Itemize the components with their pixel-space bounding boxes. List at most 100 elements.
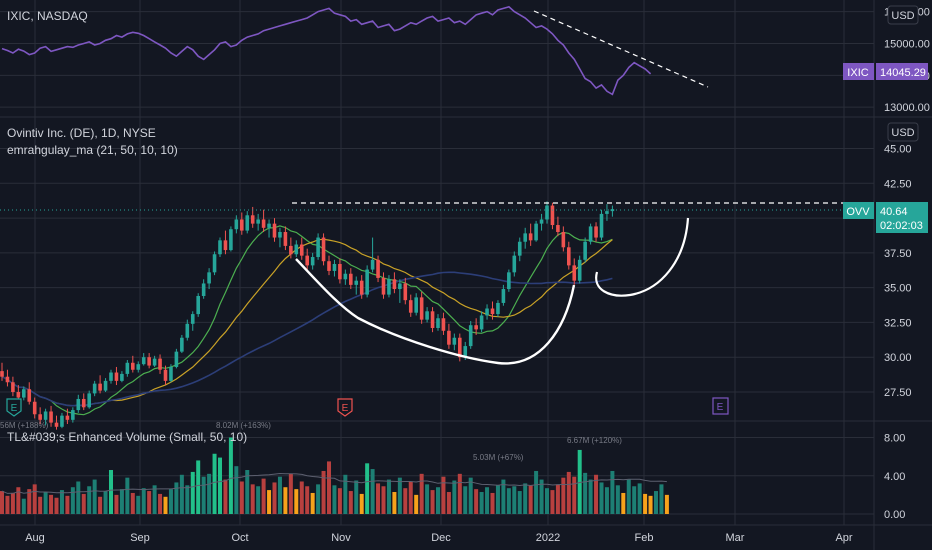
candle[interactable] [103, 378, 108, 392]
candle[interactable] [11, 376, 15, 397]
candle[interactable] [294, 240, 299, 258]
candle[interactable] [22, 386, 26, 401]
candle[interactable] [343, 269, 348, 285]
candle[interactable] [528, 223, 533, 246]
candle[interactable] [332, 259, 337, 277]
candle[interactable] [501, 284, 506, 306]
candle[interactable] [92, 380, 97, 397]
candle[interactable] [441, 312, 446, 335]
candle[interactable] [245, 211, 250, 234]
candle[interactable] [98, 375, 102, 394]
candle[interactable] [212, 251, 217, 276]
candle[interactable] [114, 366, 119, 386]
candle[interactable] [512, 251, 517, 277]
candle[interactable] [430, 307, 435, 333]
candle[interactable] [185, 319, 190, 341]
candle[interactable] [414, 293, 418, 316]
candle[interactable] [321, 233, 326, 266]
candle[interactable] [49, 405, 53, 427]
candle[interactable] [534, 220, 538, 242]
candle[interactable] [76, 394, 81, 413]
candle[interactable] [125, 359, 130, 377]
candle[interactable] [0, 362, 4, 381]
candle[interactable] [403, 277, 408, 305]
ixic-pane[interactable] [1, 5, 652, 96]
candle[interactable] [169, 364, 173, 383]
candle[interactable] [545, 201, 549, 224]
candle[interactable] [223, 230, 228, 255]
candle[interactable] [43, 408, 48, 426]
candle[interactable] [180, 334, 184, 354]
main-currency-button[interactable] [887, 122, 919, 142]
candle[interactable] [120, 371, 124, 383]
candle[interactable] [163, 365, 168, 386]
candle[interactable] [485, 304, 489, 320]
candle[interactable] [60, 412, 64, 429]
candle[interactable] [299, 237, 304, 260]
candle[interactable] [425, 307, 429, 323]
candle[interactable] [583, 237, 587, 263]
candle[interactable] [109, 369, 113, 384]
candle[interactable] [381, 272, 386, 299]
candle[interactable] [447, 323, 451, 349]
candle[interactable] [278, 227, 282, 248]
candle[interactable] [550, 202, 555, 230]
candle[interactable] [305, 248, 309, 270]
candle[interactable] [376, 255, 380, 283]
candle[interactable] [229, 226, 233, 252]
candle[interactable] [567, 241, 571, 270]
candle[interactable] [474, 318, 478, 335]
candle[interactable] [599, 209, 604, 241]
candle[interactable] [419, 291, 424, 324]
candle[interactable] [392, 272, 397, 294]
ixic-currency-button[interactable] [887, 5, 919, 25]
candle[interactable] [289, 237, 293, 259]
candle[interactable] [354, 276, 359, 295]
candle[interactable] [365, 265, 369, 298]
candle[interactable] [5, 369, 10, 387]
candle[interactable] [517, 237, 522, 262]
candle[interactable] [468, 321, 473, 349]
candle[interactable] [207, 268, 211, 290]
candle[interactable] [261, 209, 266, 232]
candle[interactable] [147, 353, 151, 369]
candle[interactable] [349, 268, 353, 290]
drawings-layer[interactable] [292, 10, 848, 365]
candle[interactable] [490, 301, 495, 320]
candlestick-layer[interactable] [0, 201, 615, 430]
candle[interactable] [71, 407, 75, 423]
volume-layer[interactable] [0, 437, 669, 515]
candle[interactable] [141, 353, 146, 366]
candle[interactable] [196, 293, 200, 317]
candle[interactable] [27, 382, 32, 405]
candle[interactable] [507, 269, 511, 292]
candle[interactable] [605, 204, 609, 221]
candle[interactable] [594, 222, 598, 242]
candle[interactable] [310, 252, 315, 270]
handle-drawing[interactable] [595, 217, 690, 297]
candle[interactable] [256, 213, 260, 231]
candle[interactable] [539, 213, 544, 231]
candle[interactable] [408, 294, 413, 317]
candle[interactable] [38, 407, 42, 425]
earnings-marker[interactable]: E [6, 398, 22, 417]
candle[interactable] [201, 279, 206, 299]
earnings-marker[interactable]: E [712, 397, 729, 415]
candle[interactable] [556, 216, 560, 237]
candle[interactable] [152, 355, 157, 367]
candle[interactable] [458, 333, 462, 362]
candle[interactable] [327, 255, 331, 276]
candle[interactable] [479, 311, 484, 333]
candle[interactable] [370, 237, 375, 273]
candle[interactable] [338, 258, 342, 284]
candle[interactable] [572, 258, 577, 285]
candle[interactable] [54, 415, 59, 430]
candle[interactable] [218, 237, 222, 258]
candle[interactable] [577, 255, 582, 284]
candle[interactable] [240, 212, 244, 235]
candle[interactable] [283, 226, 288, 251]
candle[interactable] [436, 314, 440, 331]
cup-drawing[interactable] [295, 258, 576, 365]
candle[interactable] [158, 354, 162, 374]
candle[interactable] [387, 275, 391, 298]
